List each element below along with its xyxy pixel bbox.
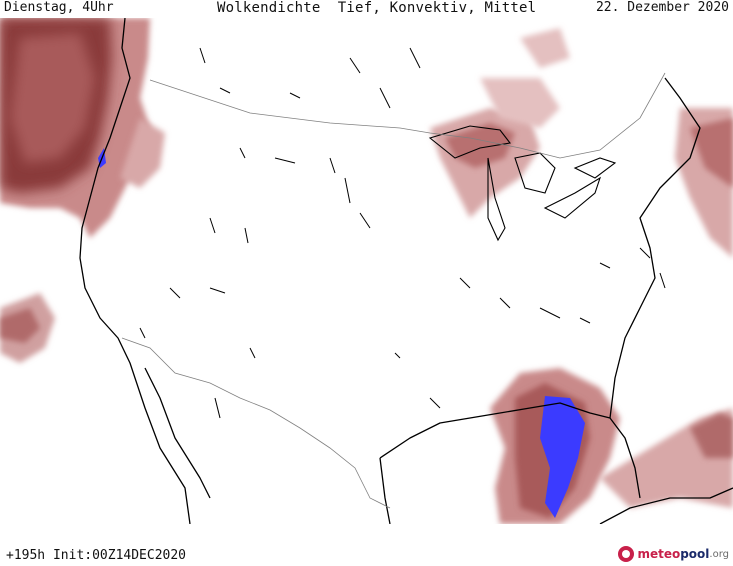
great-lakes-outline (428, 125, 617, 242)
cloud-field-atlantic (520, 28, 733, 258)
cloud-field-great-lakes (430, 78, 560, 218)
meteopool-logo[interactable]: meteo pool .org (618, 546, 729, 562)
cloud-field-pacific-northwest (0, 18, 165, 238)
forecast-time-label: Dienstag, 4Uhr (4, 0, 114, 15)
cloud-field-gulf (490, 368, 733, 524)
model-run-info: +195h Init:00Z14DEC2020 (6, 548, 187, 563)
brand-part-meteo: meteo (637, 547, 681, 561)
brand-part-org: .org (709, 548, 729, 560)
coastlines (79, 18, 733, 524)
forecast-date-label: 22. Dezember 2020 (595, 0, 729, 15)
cloud-field-pacific-offshore (0, 293, 55, 363)
contour-fragments (139, 47, 666, 419)
political-borders (121, 72, 666, 509)
brand-part-pool: pool (680, 547, 710, 561)
map-title: Wolkendichte Tief, Konvektiv, Mittel (217, 0, 537, 16)
cloud-density-map (0, 18, 733, 524)
meteopool-logo-icon (618, 546, 635, 562)
